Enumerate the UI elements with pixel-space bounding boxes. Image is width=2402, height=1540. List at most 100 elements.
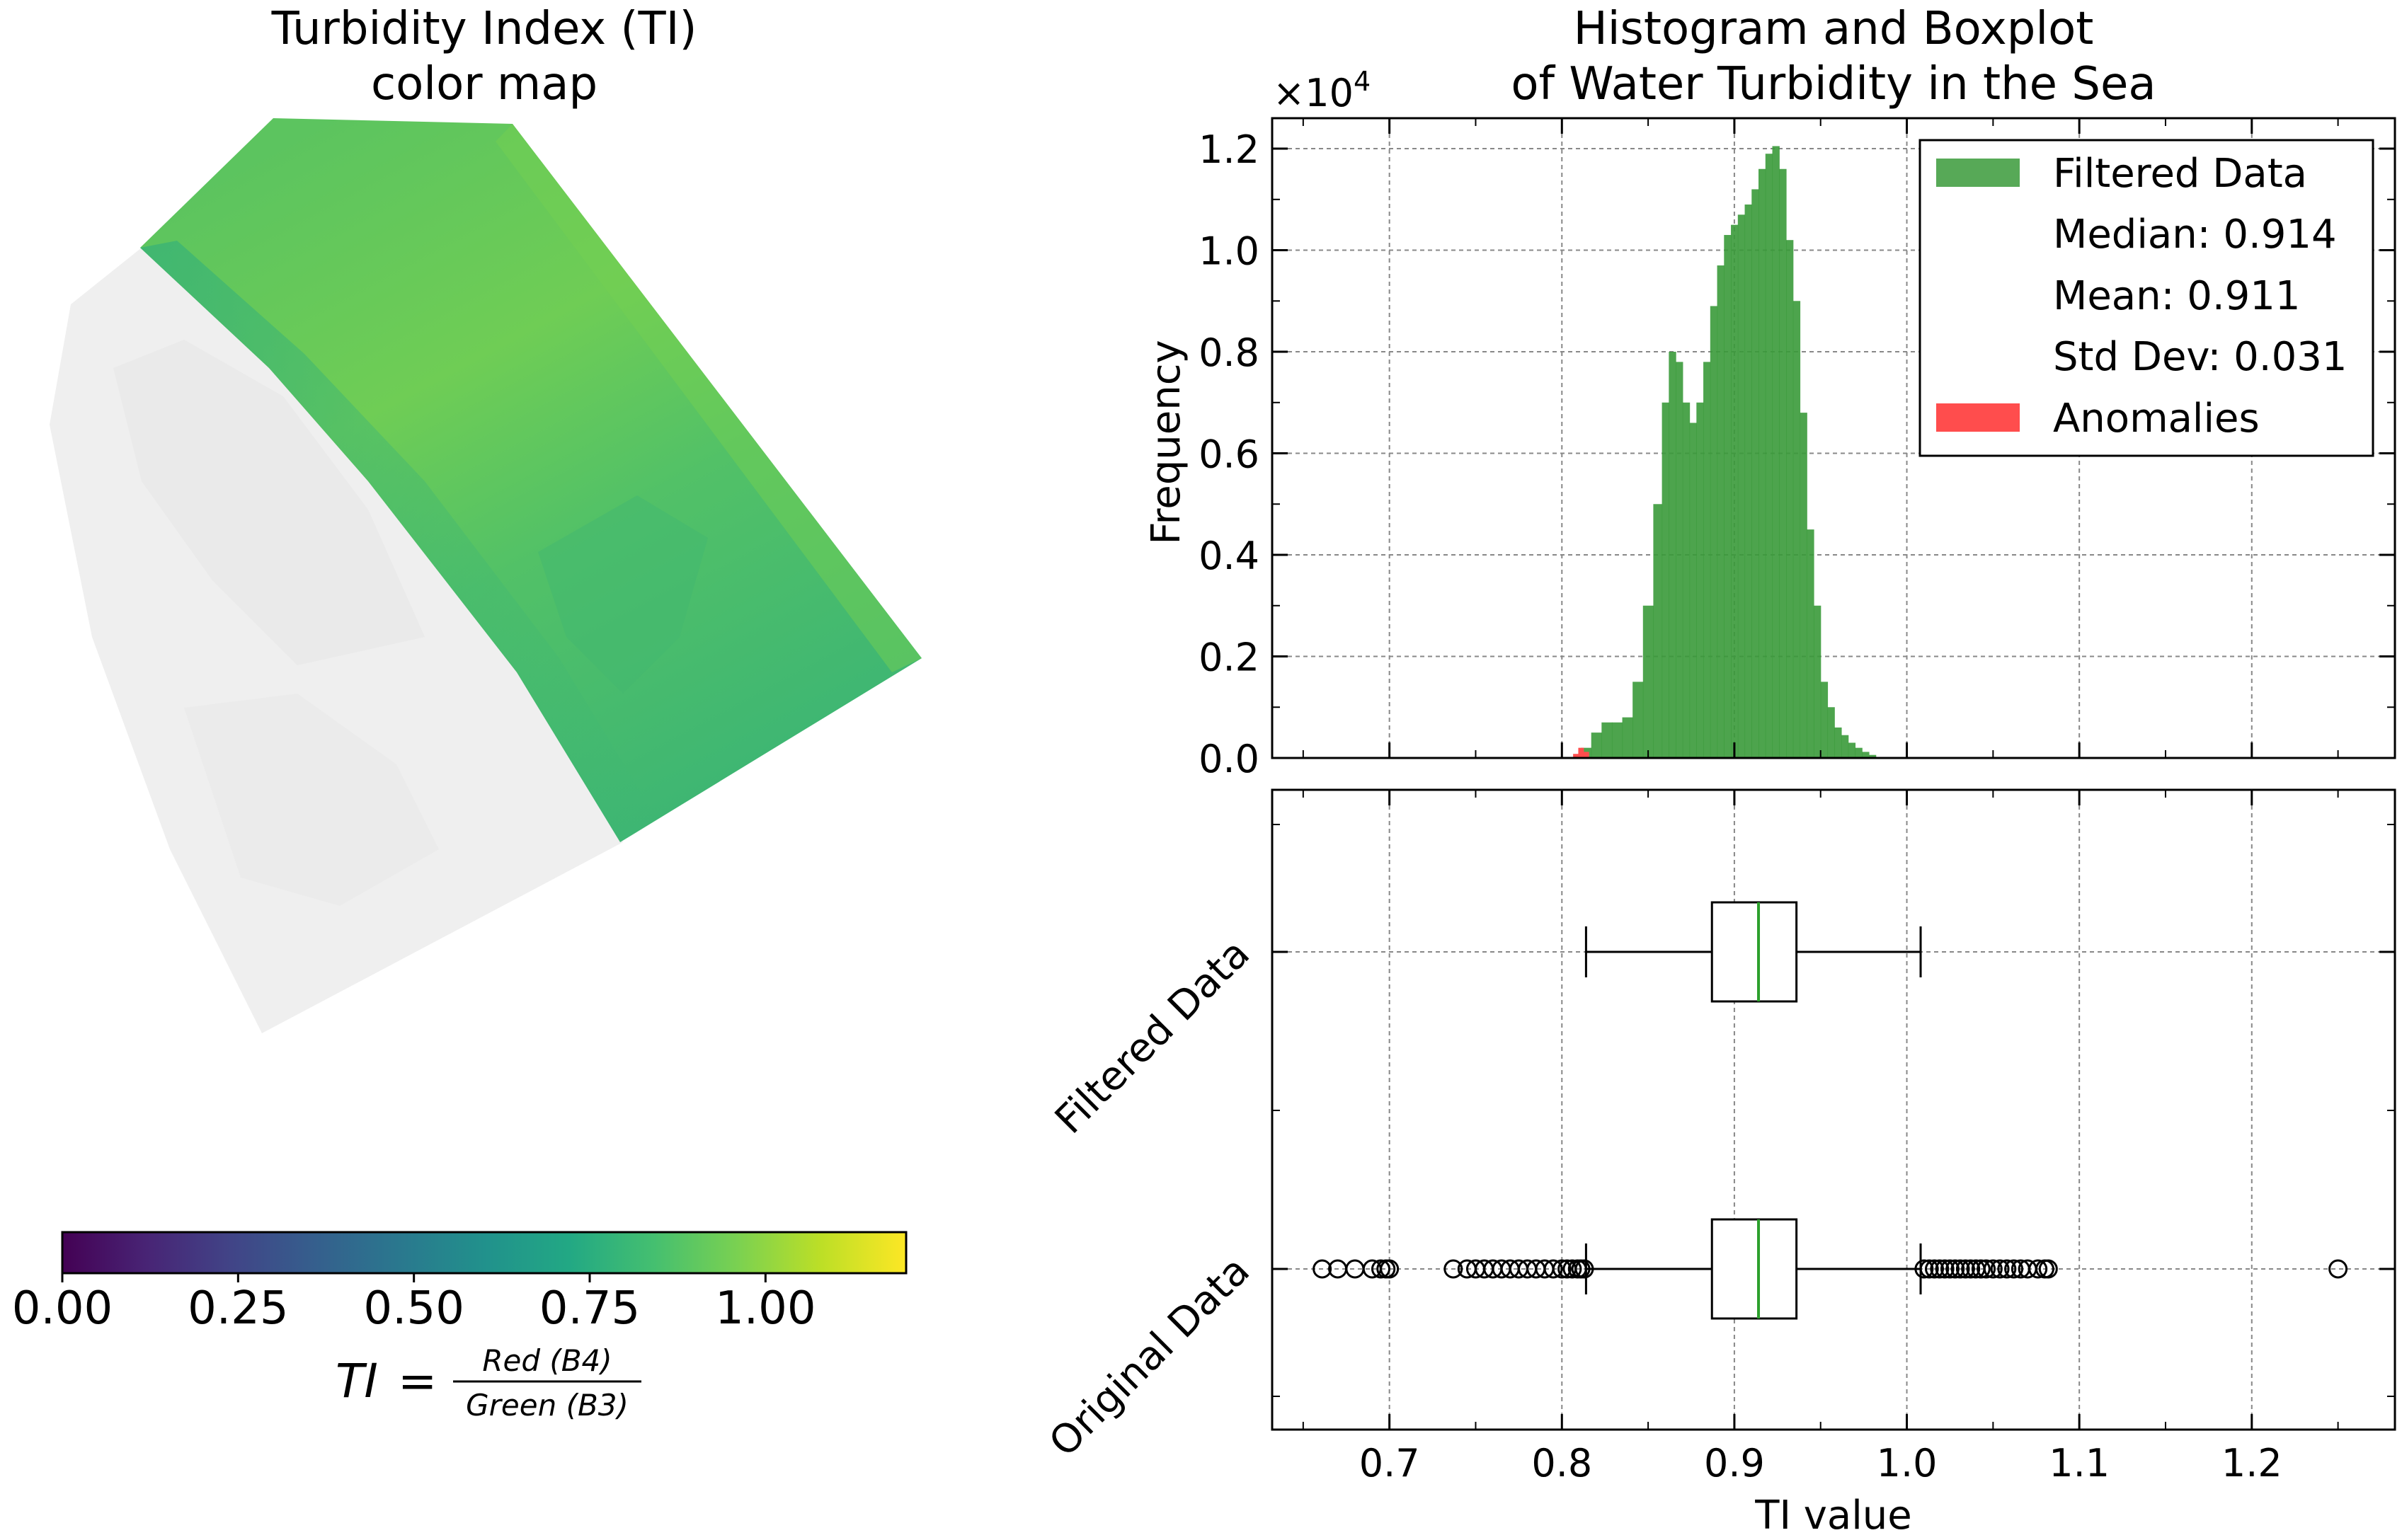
chart-title-line1: Histogram and Boxplot bbox=[1574, 3, 2094, 55]
histogram-bar bbox=[1710, 306, 1718, 758]
histogram-bar bbox=[1591, 732, 1602, 758]
anomaly-bar bbox=[1573, 754, 1579, 758]
box-xtick-label: 1.2 bbox=[2221, 1441, 2282, 1486]
histogram-bar bbox=[1662, 402, 1669, 758]
hist-ytick-label: 0.2 bbox=[1199, 636, 1259, 680]
box-outlier bbox=[2038, 1259, 2058, 1279]
legend-std: Std Dev: 0.031 bbox=[2053, 334, 2347, 380]
water-channel bbox=[538, 495, 708, 694]
histogram-bar bbox=[1820, 682, 1829, 758]
box-outlier bbox=[1983, 1259, 2003, 1279]
box-outlier bbox=[1997, 1259, 2017, 1279]
legend-mean: Mean: 0.911 bbox=[2053, 273, 2301, 319]
box-outlier bbox=[1562, 1259, 1582, 1279]
box-outlier bbox=[1574, 1259, 1594, 1279]
hist-ytick-label: 1.0 bbox=[1199, 229, 1259, 274]
colorbar-tick-label: 0.75 bbox=[539, 1282, 641, 1335]
formula-lhs: TI bbox=[336, 1354, 378, 1408]
boxplot-panel: 0.7 0.8 0.9 1.0 1.1 1.2 Filtered Data Original … bbox=[1041, 788, 2396, 1539]
map-title-line2: color map bbox=[371, 58, 597, 110]
box-xtick-label: 0.8 bbox=[1531, 1441, 1592, 1486]
box-outlier bbox=[1914, 1259, 1934, 1279]
box-outlier bbox=[1371, 1259, 1390, 1279]
box-outlier bbox=[1380, 1259, 1400, 1279]
land-texture bbox=[113, 340, 425, 665]
colorbar bbox=[61, 1231, 908, 1275]
box-outlier bbox=[1977, 1259, 1996, 1279]
colorbar-tick-label: 0.25 bbox=[188, 1282, 289, 1335]
histogram-bars bbox=[1573, 146, 1877, 759]
histogram-bar bbox=[1689, 423, 1697, 758]
map-title-line1: Turbidity Index (TI) bbox=[271, 3, 697, 55]
histogram-bar bbox=[1601, 722, 1613, 758]
histogram-bar bbox=[1848, 742, 1856, 758]
histogram-bar bbox=[1807, 529, 1814, 758]
box-outlier bbox=[1945, 1259, 1965, 1279]
boxplot-frame bbox=[1271, 788, 2396, 1431]
box-outlier bbox=[2328, 1259, 2348, 1279]
shore-band bbox=[140, 241, 658, 842]
box-outlier bbox=[1543, 1259, 1563, 1279]
y-axis-label: Frequency bbox=[1143, 340, 1189, 544]
box-outlier bbox=[1925, 1259, 1945, 1279]
land-texture-2 bbox=[184, 694, 439, 906]
histogram-bar bbox=[1868, 754, 1877, 758]
histogram-bar bbox=[1744, 204, 1752, 758]
histogram-bar bbox=[1653, 504, 1663, 758]
box-category-label: Filtered Data bbox=[1046, 931, 1259, 1143]
box-outlier bbox=[1552, 1259, 1572, 1279]
box-outlier bbox=[1935, 1259, 1955, 1279]
formula-equals: = bbox=[398, 1354, 437, 1408]
boxplot-ticks: 0.7 0.8 0.9 1.0 1.1 1.2 Filtered Data Original … bbox=[1041, 790, 2395, 1486]
box-xtick-label: 1.0 bbox=[1877, 1441, 1938, 1486]
box-outlier bbox=[1955, 1259, 1975, 1279]
histogram-bar bbox=[1632, 682, 1644, 758]
boxplot-marks bbox=[1312, 901, 2348, 1320]
box-outlier bbox=[1443, 1259, 1463, 1279]
box-outlier bbox=[1930, 1259, 1950, 1279]
box-outlier bbox=[1919, 1259, 1939, 1279]
box-iqr bbox=[1710, 901, 1798, 1003]
legend-swatch-filtered bbox=[1936, 159, 2020, 187]
box-outlier bbox=[2004, 1259, 2024, 1279]
colorbar-tick-label: 0.00 bbox=[12, 1282, 113, 1335]
histogram-bar bbox=[1642, 605, 1654, 758]
legend-label-filtered: Filtered Data bbox=[2053, 151, 2307, 197]
histogram-bar bbox=[1792, 301, 1801, 758]
turbidity-map-panel: Turbidity Index (TI) color map 0.00 0.25 0… bbox=[12, 3, 922, 1423]
histogram-bar bbox=[1676, 362, 1683, 758]
hist-ytick-label: 1.2 bbox=[1199, 127, 1259, 172]
x-axis-label: TI value bbox=[1754, 1493, 1911, 1539]
hist-ytick-label: 0.4 bbox=[1199, 534, 1259, 578]
histogram-bar bbox=[1765, 154, 1773, 758]
box-xtick-label: 0.7 bbox=[1359, 1441, 1420, 1486]
hist-ytick-label: 0.6 bbox=[1199, 432, 1259, 477]
box-iqr bbox=[1710, 1218, 1798, 1320]
box-category-label: Original Data bbox=[1041, 1248, 1259, 1466]
histogram-bar bbox=[1724, 235, 1732, 758]
histogram-bar bbox=[1751, 189, 1759, 758]
water-swath-edge bbox=[496, 124, 922, 672]
box-xtick-label: 0.9 bbox=[1704, 1441, 1765, 1486]
y-multiplier: ×104 bbox=[1273, 66, 1371, 115]
histogram-bar bbox=[1772, 146, 1780, 758]
legend-median: Median: 0.914 bbox=[2053, 212, 2337, 258]
box-outlier bbox=[1961, 1259, 1981, 1279]
histogram-bar bbox=[1737, 214, 1746, 758]
histogram-bar bbox=[1731, 224, 1739, 759]
histogram-bar bbox=[1779, 168, 1787, 758]
box-outlier bbox=[1950, 1259, 1970, 1279]
anomaly-bar bbox=[1578, 747, 1584, 758]
histogram-bar bbox=[1813, 605, 1821, 758]
hist-ytick-label: 0.0 bbox=[1199, 737, 1259, 781]
box-outlier bbox=[1940, 1259, 1960, 1279]
formula-denominator: Green (B3) bbox=[466, 1388, 629, 1423]
colorbar-tick-label: 1.00 bbox=[715, 1282, 816, 1335]
legend-frame bbox=[1918, 139, 2374, 457]
histogram-bar bbox=[1703, 362, 1711, 758]
hist-ytick-label: 0.8 bbox=[1199, 331, 1259, 375]
water-area bbox=[140, 118, 922, 842]
histogram-bar bbox=[1669, 352, 1676, 758]
colorbar-ticks: 0.00 0.25 0.50 0.75 1.00 bbox=[12, 1273, 816, 1335]
